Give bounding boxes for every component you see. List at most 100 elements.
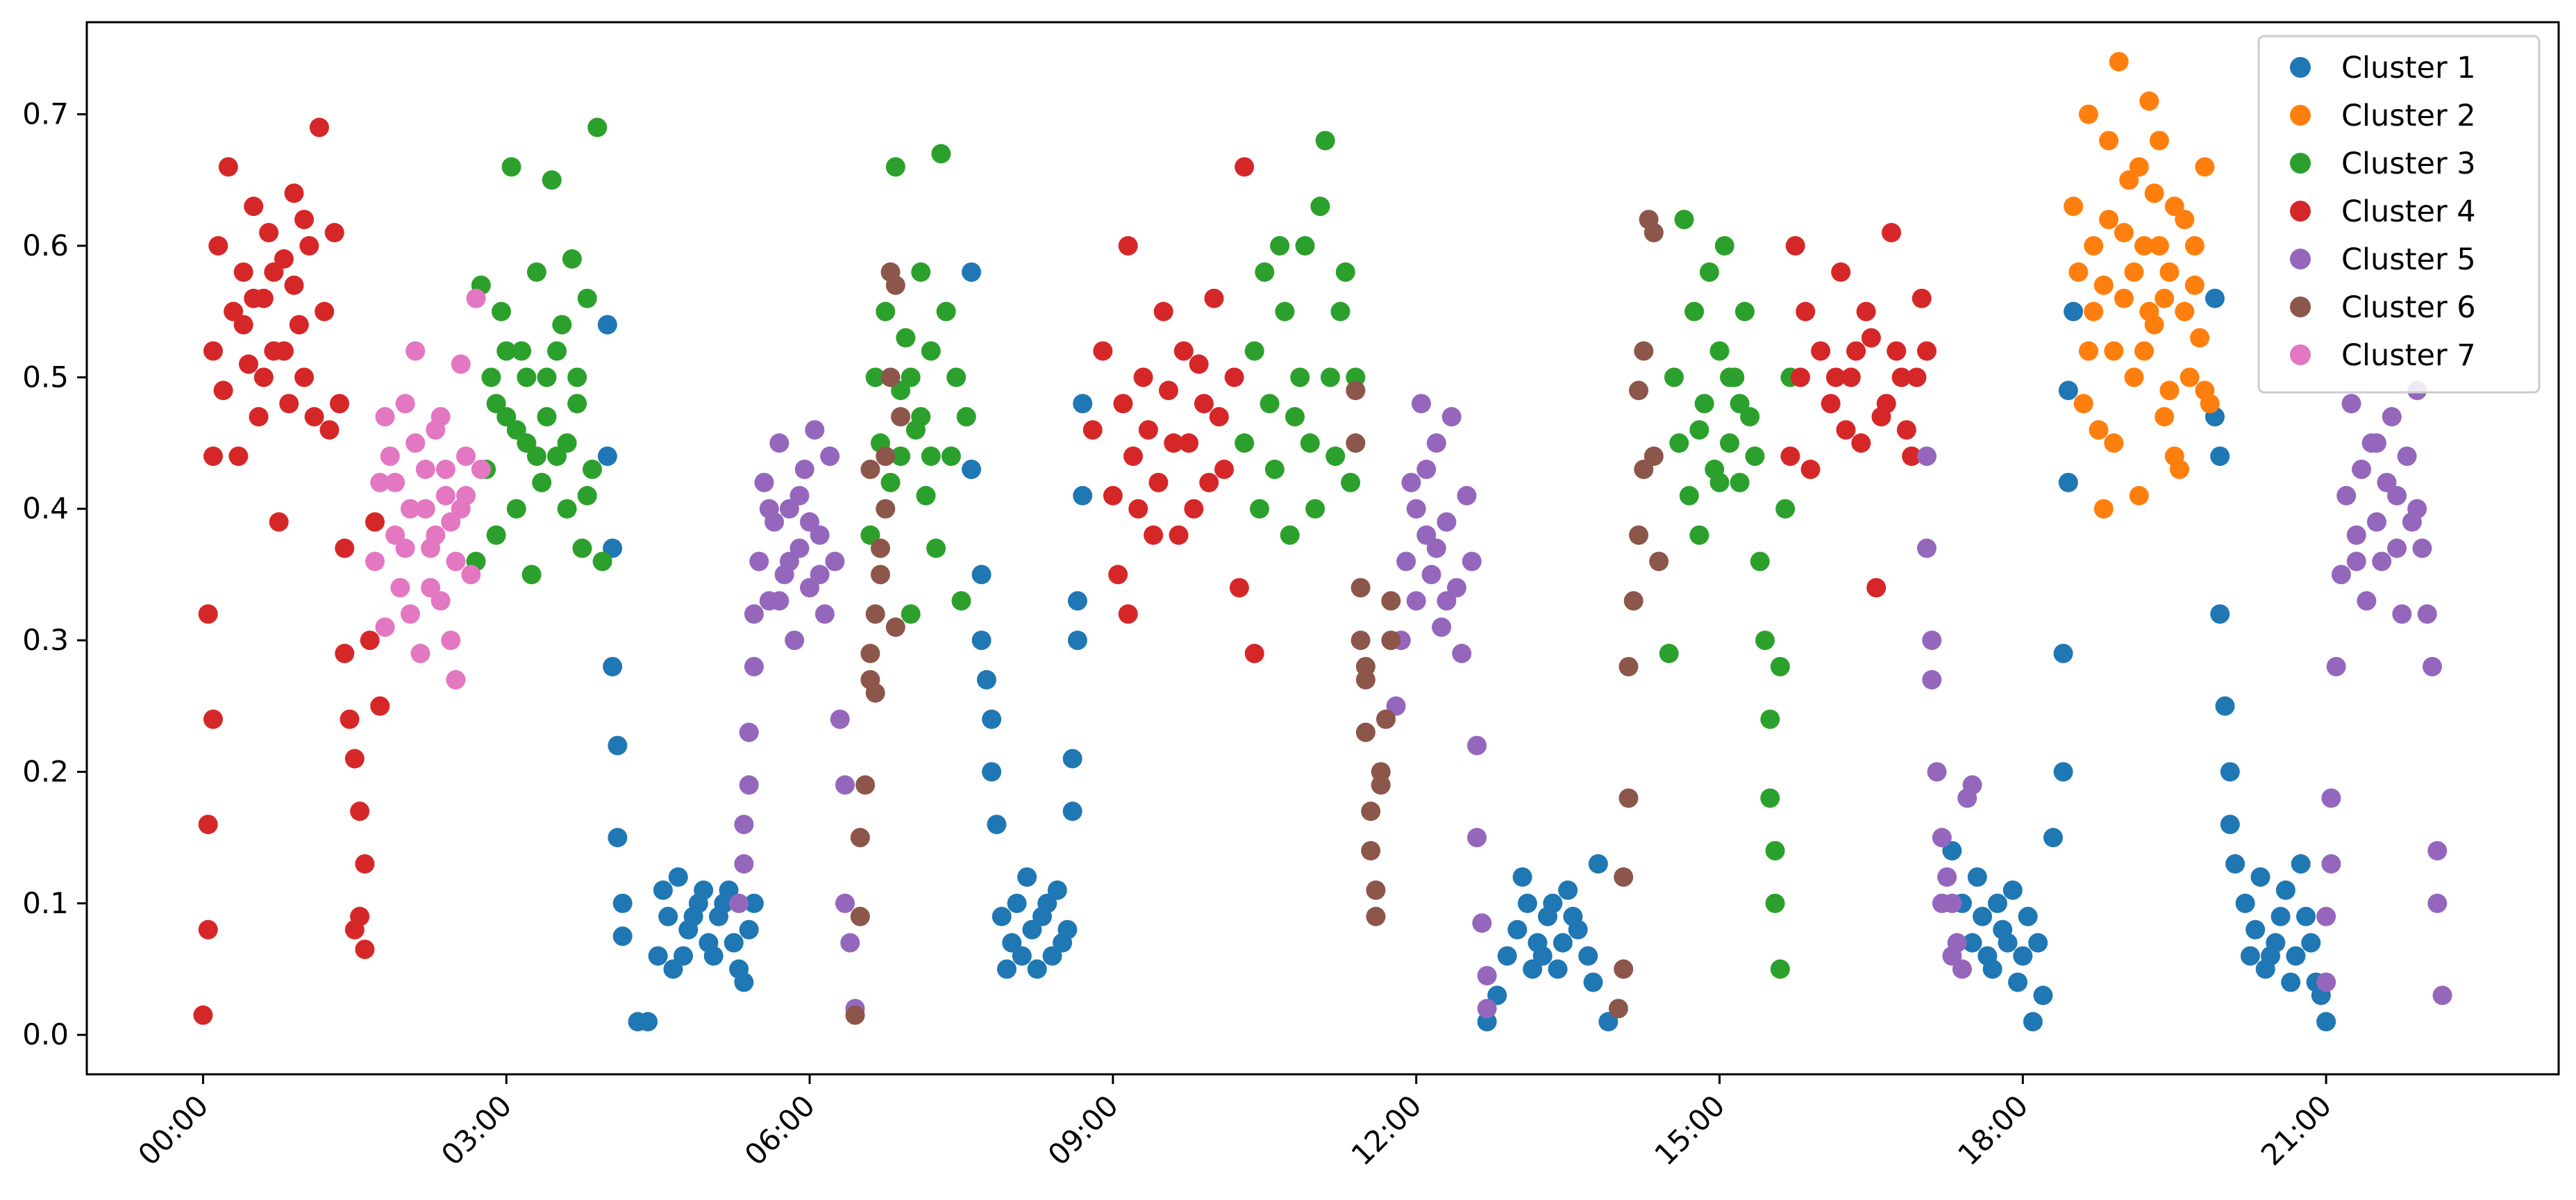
data-point: [2346, 525, 2366, 545]
data-point: [1543, 893, 1563, 913]
data-point: [2104, 341, 2124, 361]
data-point: [880, 472, 901, 492]
data-point: [779, 551, 799, 572]
data-point: [259, 223, 279, 242]
data-point: [971, 565, 992, 585]
data-point: [2139, 301, 2159, 322]
series-5: [729, 381, 2452, 1019]
data-point: [1467, 735, 1487, 756]
data-point: [2326, 656, 2346, 676]
data-point: [1679, 485, 1699, 506]
data-point: [597, 446, 617, 466]
data-point: [1290, 367, 1310, 388]
data-point: [400, 499, 420, 519]
data-point: [2210, 604, 2230, 624]
data-point: [2316, 972, 2336, 992]
data-point: [2245, 919, 2266, 940]
data-point: [542, 170, 562, 190]
data-point: [830, 709, 850, 729]
data-point: [1144, 525, 1164, 545]
y-tick-label: 0.0: [22, 1017, 69, 1051]
data-point: [2058, 381, 2078, 401]
data-point: [249, 407, 269, 427]
data-point: [779, 499, 799, 519]
data-point: [2043, 828, 2063, 848]
data-point: [1411, 394, 1431, 414]
data-point: [1882, 223, 1902, 242]
data-point: [1361, 801, 1381, 822]
data-point: [739, 919, 759, 940]
data-point: [2301, 933, 2321, 953]
data-point: [446, 669, 466, 690]
data-point: [1194, 394, 1214, 414]
data-point: [2235, 893, 2255, 913]
data-point: [1977, 946, 1998, 966]
data-point: [769, 433, 789, 453]
data-point: [2109, 51, 2129, 72]
data-point: [1932, 893, 1952, 913]
data-point: [1416, 459, 1437, 479]
y-tick-label: 0.2: [22, 754, 69, 788]
data-point: [1406, 499, 1426, 519]
data-point: [1619, 656, 1639, 676]
data-point: [1831, 262, 1851, 282]
data-point: [415, 459, 435, 479]
data-point: [1608, 999, 1628, 1019]
data-point: [911, 262, 931, 282]
data-point: [1421, 565, 1441, 585]
data-point: [1912, 288, 1932, 308]
data-point: [567, 367, 587, 388]
data-point: [405, 341, 426, 361]
data-point: [375, 407, 395, 427]
data-point: [1067, 591, 1087, 611]
data-point: [370, 472, 390, 492]
data-point: [309, 117, 329, 138]
data-point: [193, 1005, 213, 1025]
data-point: [1644, 446, 1664, 466]
data-point: [962, 459, 982, 479]
data-point: [274, 249, 294, 269]
data-point: [344, 919, 365, 940]
data-point: [1073, 485, 1093, 506]
data-point: [1916, 446, 1937, 466]
x-tick-label: 21:00: [2255, 1088, 2338, 1172]
data-point: [2058, 472, 2078, 492]
data-point: [2093, 275, 2114, 295]
data-point: [2346, 551, 2366, 572]
data-point: [2336, 485, 2357, 506]
data-point: [304, 407, 324, 427]
y-tick-label: 0.5: [22, 360, 69, 394]
data-point: [734, 854, 754, 874]
data-point: [1300, 433, 1320, 453]
data-point: [1173, 341, 1194, 361]
data-point: [597, 315, 617, 335]
data-point: [1800, 459, 1821, 479]
data-point: [532, 472, 552, 492]
data-point: [557, 433, 577, 453]
data-point: [1507, 919, 1528, 940]
data-point: [1224, 367, 1244, 388]
data-point: [557, 499, 577, 519]
data-point: [1426, 433, 1446, 453]
data-point: [1517, 893, 1537, 913]
data-point: [517, 433, 537, 453]
data-point: [1275, 301, 1295, 322]
data-point: [1335, 262, 1355, 282]
data-point: [2114, 223, 2134, 242]
data-point: [1962, 933, 1982, 953]
data-point: [435, 485, 455, 506]
data-point: [1123, 446, 1143, 466]
data-point: [365, 551, 385, 572]
data-point: [471, 459, 491, 479]
data-point: [1578, 946, 1598, 966]
data-point: [1416, 525, 1437, 545]
data-point: [638, 1012, 658, 1032]
data-point: [1699, 262, 1719, 282]
data-point: [1634, 341, 1654, 361]
data-point: [264, 262, 284, 282]
data-point: [2427, 841, 2448, 861]
y-axis: 0.0 0.1 0.2 0.3 0.4 0.5 0.6 0.7: [22, 97, 87, 1051]
data-point: [537, 407, 557, 427]
data-point: [1866, 578, 1887, 598]
